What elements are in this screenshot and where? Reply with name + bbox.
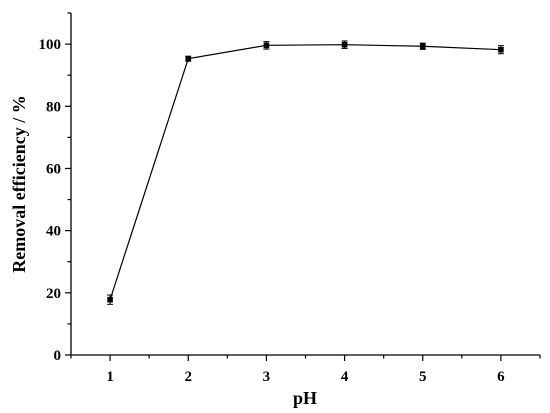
y-tick-label: 100 [39, 37, 62, 53]
y-ticks: 0 20 40 60 80 100 [39, 12, 71, 364]
data-point-marker [263, 42, 270, 49]
data-series [107, 40, 504, 305]
y-axis-title: Removal efficiency / % [9, 95, 29, 272]
data-point-marker [498, 46, 504, 53]
x-tick-label: 5 [419, 369, 427, 385]
y-tick-label: 60 [46, 161, 61, 177]
y-tick-label: 80 [46, 99, 61, 115]
x-tick-label: 4 [341, 369, 349, 385]
y-tick-label: 0 [54, 348, 62, 364]
x-tick-label: 3 [263, 369, 271, 385]
data-point-marker [341, 41, 348, 48]
x-ticks: 1 2 3 4 5 6 [70, 355, 541, 385]
x-tick-label: 6 [497, 369, 505, 385]
x-tick-label: 2 [185, 369, 193, 385]
data-point-marker [185, 55, 192, 62]
data-point-marker [419, 43, 426, 50]
y-tick-label: 40 [46, 224, 61, 240]
data-point-marker [107, 296, 113, 303]
axes [70, 13, 540, 356]
series-line [109, 44, 501, 300]
x-axis-title: pH [293, 388, 317, 408]
x-tick-label: 1 [106, 369, 114, 385]
y-tick-label: 20 [46, 286, 61, 302]
